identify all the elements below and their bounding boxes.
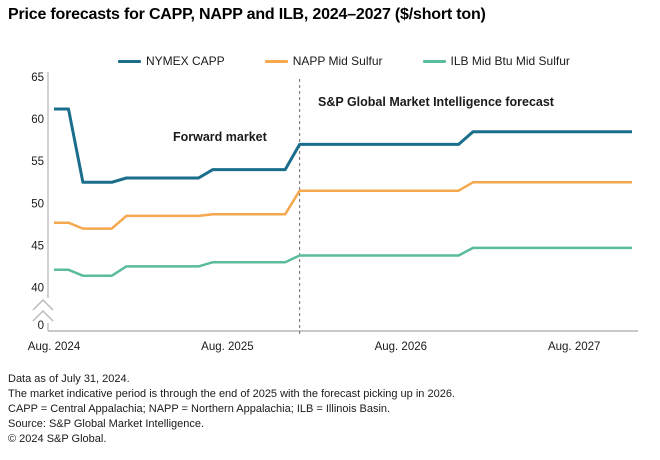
legend-swatch-icon: [422, 59, 446, 63]
legend-item-1: NAPP Mid Sulfur: [264, 54, 383, 68]
footnote-line-4: © 2024 S&P Global.: [8, 433, 107, 445]
x-tick-label: Aug. 2026: [375, 341, 427, 353]
axis-break-icon: [32, 309, 54, 322]
y-tick-label: 40: [31, 283, 44, 295]
legend-swatch-icon: [118, 59, 141, 63]
footnote-line-2: CAPP = Central Appalachia; NAPP = Northe…: [8, 403, 391, 415]
x-tick-label: Aug. 2024: [28, 341, 81, 353]
y-zero-label: 0: [38, 320, 44, 332]
y-tick-label: 50: [31, 198, 44, 210]
legend-label: NAPP Mid Sulfur: [292, 54, 383, 68]
series-line-0: [54, 107, 632, 184]
chart-svg: 65 60 55 50 45 40 0 Aug. 2024 Aug. 2025 Aug. 2026…: [28, 72, 638, 353]
y-tick-label: 60: [31, 114, 44, 126]
chart-title: Price forecasts for CAPP, NAPP and ILB, …: [8, 6, 486, 23]
x-tick-label: Aug. 2025: [201, 341, 253, 353]
footnote-line-1: The market indicative period is through …: [8, 388, 455, 400]
x-tick-label: Aug. 2027: [548, 341, 600, 353]
legend-label: ILB Mid Btu Mid Sulfur: [450, 54, 570, 68]
legend-label: NYMEX CAPP: [146, 54, 225, 68]
series-line-1: [54, 181, 632, 230]
footnote-line-3: Source: S&P Global Market Intelligence.: [8, 418, 205, 430]
legend-item-0: NYMEX CAPP: [118, 54, 225, 68]
footnote-line-0: Data as of July 31, 2024.: [8, 373, 130, 385]
legend-item-2: ILB Mid Btu Mid Sulfur: [422, 54, 570, 68]
series-line-2: [54, 246, 632, 277]
legend-swatch-icon: [264, 59, 288, 63]
annotation-forward-market: Forward market: [173, 130, 267, 144]
legend: NYMEX CAPP NAPP Mid Sulfur ILB Mid Btu Mid…: [118, 54, 570, 68]
axis-break-icon: [32, 298, 54, 311]
footnotes: Data as of July 31, 2024. The market indi…: [8, 372, 652, 447]
y-tick-label: 65: [31, 72, 44, 84]
annotation-forecast: S&P Global Market Intelligence forecast: [318, 95, 554, 109]
y-tick-label: 45: [31, 240, 44, 252]
y-tick-label: 55: [31, 156, 44, 168]
